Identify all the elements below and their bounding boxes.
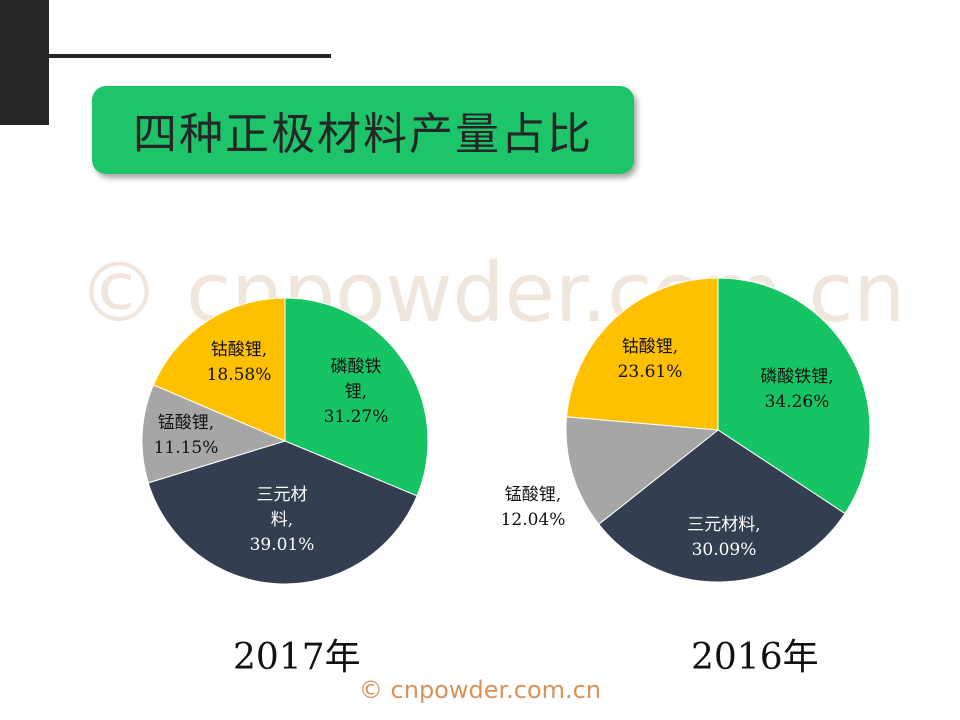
chart-2016-title: 2016年 (691, 637, 819, 678)
pie-2016-label-3: 钴酸锂, 23.61% (618, 337, 683, 382)
pie-2016-slice-2 (565, 416, 720, 525)
pie-2017-slice-3 (152, 297, 286, 442)
page-title: 四种正极材料产量占比 (133, 109, 593, 160)
pie-2016-slice-3 (566, 277, 719, 431)
footer-watermark: © cnpowder.com.cn (358, 676, 602, 704)
pie-2016-slice-1 (598, 429, 846, 583)
pie-2017-label-0: 磷酸铁锂, 31.27% (324, 357, 389, 427)
pie-2017-slice-1 (147, 440, 418, 585)
chart-2017-title: 2017年 (233, 637, 361, 678)
pie-2016-label-0: 磷酸铁锂, 34.26% (760, 367, 833, 412)
pie-2017-slice-2 (141, 384, 287, 484)
pie-2017-label-2: 锰酸锂, 11.15% (154, 413, 219, 458)
corner-decoration (0, 0, 49, 125)
pie-2017-slice-0 (284, 297, 429, 497)
pie-2016-label-2: 锰酸锂, 12.04% (501, 485, 566, 530)
top-rule-line (49, 54, 331, 58)
pie-2016-label-1: 三元材料, 30.09% (687, 515, 760, 560)
title-banner: 四种正极材料产量占比 (92, 86, 634, 174)
pie-2017-label-1: 三元材料, 39.01% (250, 485, 315, 555)
pie-2017-label-3: 钴酸锂, 18.58% (207, 340, 272, 385)
